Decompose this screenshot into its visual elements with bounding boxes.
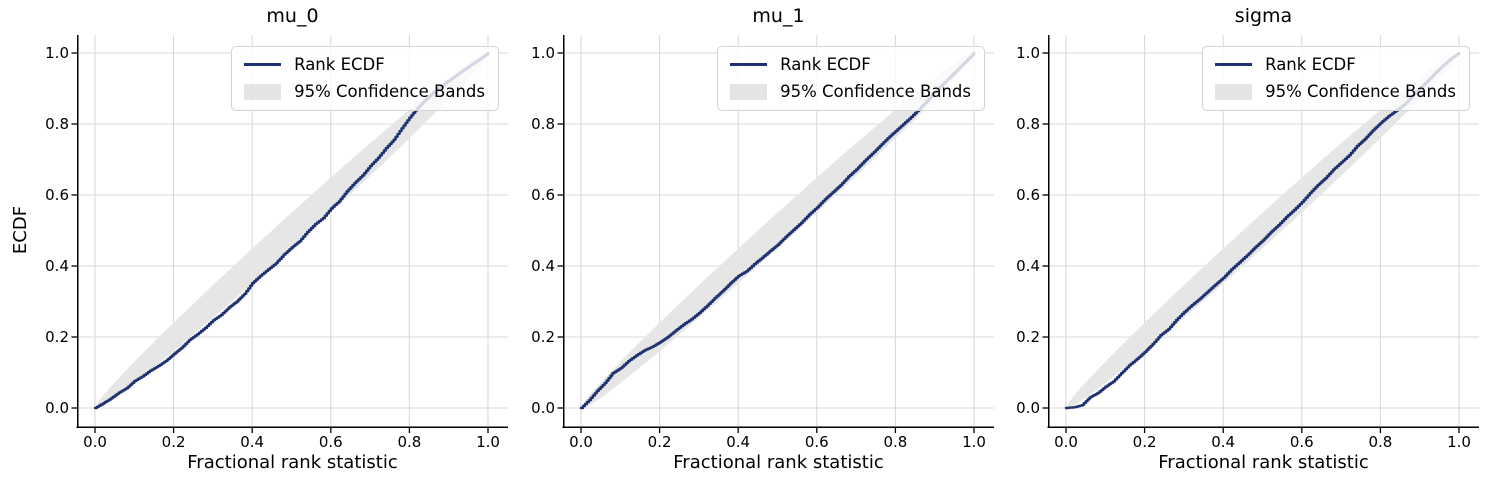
x-tick-label: 0.2 <box>647 433 672 451</box>
x-tick-label: 0.2 <box>1132 433 1157 451</box>
y-tick-label: 0.8 <box>531 115 555 133</box>
legend: Rank ECDF 95% Confidence Bands <box>231 46 499 111</box>
y-tick-label: 0.6 <box>531 186 555 204</box>
subplot-mu-1: mu_1 Rank ECDF 95% Confidence Bands Frac… <box>486 0 994 490</box>
rank-ecdf-line <box>579 51 976 410</box>
x-tick-label: 0.0 <box>569 433 593 451</box>
y-tick-label: 0.4 <box>45 257 69 275</box>
x-tick-label: 1.0 <box>476 433 500 451</box>
y-tick-label: 0.8 <box>1016 115 1040 133</box>
y-tick-label: 0.0 <box>45 399 69 417</box>
legend-band-label: 95% Confidence Bands <box>1265 82 1456 101</box>
x-tick-label: 0.8 <box>1368 433 1393 451</box>
y-tick-label: 0.6 <box>1016 186 1040 204</box>
tick-marks <box>557 52 975 433</box>
tick-marks <box>71 52 489 433</box>
x-tick-label: 0.6 <box>804 433 829 451</box>
legend-entry-band: 95% Confidence Bands <box>730 81 971 102</box>
legend-line-swatch <box>1215 63 1253 66</box>
x-axis-label: Fractional rank statistic <box>673 452 884 473</box>
subplot-title: sigma <box>1234 5 1293 27</box>
legend-line-swatch <box>244 63 282 66</box>
y-tick-label: 0.2 <box>1016 328 1040 346</box>
legend-line-swatch <box>730 63 768 66</box>
y-tick-label: 0.2 <box>45 328 69 346</box>
x-tick-label: 0.4 <box>726 433 751 451</box>
y-tick-label: 1.0 <box>531 44 555 62</box>
y-tick-label: 0.0 <box>531 399 555 417</box>
x-tick-label: 0.0 <box>1054 433 1078 451</box>
legend: Rank ECDF 95% Confidence Bands <box>717 46 985 111</box>
y-tick-label: 1.0 <box>1016 44 1040 62</box>
y-tick-label: 0.4 <box>531 257 555 275</box>
x-tick-label: 1.0 <box>1447 433 1471 451</box>
legend-band-swatch <box>730 83 768 100</box>
rank-ecdf-line <box>1064 51 1461 410</box>
legend-entry-band: 95% Confidence Bands <box>244 81 485 102</box>
x-axis-label: Fractional rank statistic <box>1158 452 1369 473</box>
plot-area: Rank ECDF 95% Confidence Bands <box>1042 35 1479 433</box>
y-axis-label: ECDF <box>10 205 31 255</box>
plot-area: Rank ECDF 95% Confidence Bands <box>557 35 994 433</box>
y-tick-label: 1.0 <box>45 44 69 62</box>
legend: Rank ECDF 95% Confidence Bands <box>1202 46 1470 111</box>
subplot-title: mu_0 <box>266 5 319 27</box>
confidence-band <box>581 53 974 408</box>
y-tick-label: 0.0 <box>1016 399 1040 417</box>
x-tick-label: 0.8 <box>883 433 908 451</box>
x-tick-label: 0.2 <box>161 433 186 451</box>
legend-line-label: Rank ECDF <box>294 55 385 74</box>
x-tick-label: 0.4 <box>240 433 265 451</box>
y-tick-label: 0.4 <box>1016 257 1040 275</box>
x-tick-label: 1.0 <box>962 433 986 451</box>
x-tick-label: 0.4 <box>1211 433 1236 451</box>
subplot-title: mu_1 <box>752 5 805 27</box>
legend-entry-line: Rank ECDF <box>244 54 485 75</box>
legend-band-label: 95% Confidence Bands <box>294 82 485 101</box>
x-tick-label: 0.6 <box>1289 433 1314 451</box>
x-tick-label: 0.6 <box>318 433 343 451</box>
y-tick-label: 0.2 <box>531 328 555 346</box>
legend-band-swatch <box>1215 83 1253 100</box>
x-axis-label: Fractional rank statistic <box>187 452 398 473</box>
legend-entry-band: 95% Confidence Bands <box>1215 81 1456 102</box>
legend-band-swatch <box>244 83 282 100</box>
legend-line-label: Rank ECDF <box>780 55 871 74</box>
x-tick-label: 0.8 <box>397 433 422 451</box>
subplot-mu-0: mu_0 ECDF Rank ECDF 95% Confidence Bands… <box>0 0 508 490</box>
y-tick-label: 0.6 <box>45 186 69 204</box>
ecdf-chart-svg <box>1042 35 1479 433</box>
y-tick-label: 0.8 <box>45 115 69 133</box>
legend-entry-line: Rank ECDF <box>1215 54 1456 75</box>
subplot-sigma: sigma Rank ECDF 95% Confidence Bands Fra… <box>971 0 1479 490</box>
legend-entry-line: Rank ECDF <box>730 54 971 75</box>
plot-area: Rank ECDF 95% Confidence Bands <box>71 35 508 433</box>
legend-band-label: 95% Confidence Bands <box>780 82 971 101</box>
tick-marks <box>1042 52 1460 433</box>
confidence-band <box>95 53 488 408</box>
x-tick-label: 0.0 <box>83 433 107 451</box>
legend-line-label: Rank ECDF <box>1265 55 1356 74</box>
